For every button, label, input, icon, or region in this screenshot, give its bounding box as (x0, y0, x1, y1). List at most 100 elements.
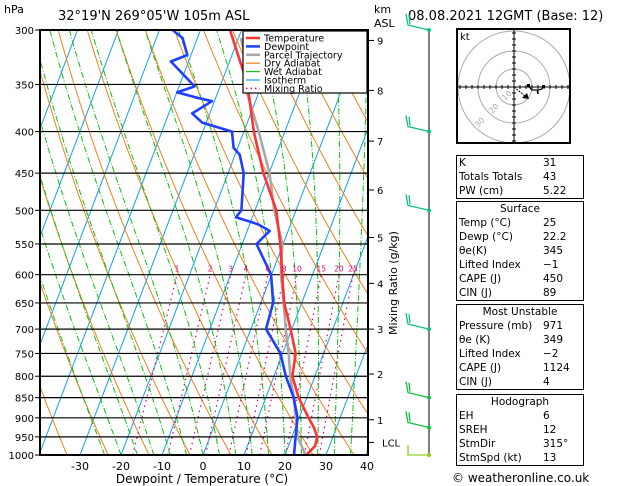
wind-barb-point (427, 327, 431, 332)
lcl-label: LCL (382, 438, 401, 449)
hpa-unit-label: hPa (4, 3, 24, 16)
mixing-ratio-label: 1 (175, 265, 180, 274)
wet-adiabat-line (350, 30, 368, 455)
stat-value: 345 (543, 245, 564, 257)
stat-label: Totals Totals (459, 171, 523, 183)
mixing-ratio-line (188, 274, 232, 455)
pressure-tick-label: 400 (15, 128, 34, 139)
stat-row: StmSpd (kt) 13 (457, 451, 583, 465)
x-tick-label: -30 (71, 460, 89, 473)
stat-label: StmSpd (kt) (459, 452, 522, 464)
legend-label: Dry Adiabat (264, 59, 321, 70)
wind-barb (405, 115, 430, 133)
hodograph-title: Hodograph (490, 396, 550, 408)
stat-label: Lifted Index (459, 348, 521, 360)
hodograph: kt 10 20 30 (456, 28, 571, 144)
stat-label: θe(K) (459, 245, 487, 257)
stat-label: Dewp (°C) (459, 231, 513, 243)
stat-row: SREH 12 (457, 423, 583, 437)
stat-label: StmDir (459, 438, 496, 450)
wet-adiabat-line (333, 30, 341, 455)
stat-label: CIN (J) (459, 376, 492, 388)
mixing-ratio-line (284, 274, 322, 455)
km-tick-label: 4 (377, 279, 383, 290)
x-tick-label: 10 (237, 460, 251, 473)
background-lines (40, 30, 368, 455)
wind-barb-flag (408, 14, 411, 25)
hodograph-unit: kt (460, 32, 470, 43)
x-tick-label: 0 (200, 460, 207, 473)
pressure-tick-label: 500 (15, 206, 34, 217)
isotherm-line (325, 343, 368, 455)
datetime-title: 08.08.2021 12GMT (Base: 12) (408, 9, 603, 24)
legend-label: Wet Adiabat (264, 67, 322, 78)
isotherm-line (40, 30, 201, 454)
stat-row: StmDir 315° (457, 437, 583, 451)
legend-label: Temperature (263, 34, 324, 45)
pressure-tick-label: 900 (15, 414, 34, 425)
wet-adiabat-line (178, 30, 270, 455)
wind-barb-point (427, 129, 431, 134)
mixing-ratio-line (228, 274, 269, 455)
km-unit-label: km (374, 3, 391, 16)
stat-value: 5.22 (543, 185, 567, 197)
stat-row: Dewp (°C) 22.2 (457, 230, 583, 244)
mixing-ratio-line (132, 274, 178, 455)
stat-label: CAPE (J) (459, 362, 502, 374)
footer-credit: © weatheronline.co.uk (452, 471, 589, 485)
hodograph-trace (527, 85, 544, 95)
hodograph-point (542, 85, 545, 88)
km-tick-label: 8 (377, 86, 383, 97)
stat-row: EH 6 (457, 409, 583, 423)
wet-adiabat-line (40, 274, 106, 455)
sounding-traces (169, 30, 319, 455)
stat-value: 13 (543, 452, 557, 464)
isotherm-line (79, 30, 242, 455)
pressure-tick-label: 450 (15, 169, 34, 180)
stat-row: CAPE (J) 450 (457, 272, 583, 286)
wind-barb-point (427, 28, 431, 32)
wet-adiabat-line (297, 30, 319, 455)
pressure-tick-label: 550 (15, 240, 34, 251)
stat-value: 89 (543, 287, 557, 299)
stat-row: CIN (J) 4 (457, 375, 583, 389)
km-tick-label: 1 (377, 416, 383, 427)
stat-label: θe (K) (459, 334, 491, 346)
stat-row: CAPE (J) 1124 (457, 361, 583, 375)
stat-label: PW (cm) (459, 185, 504, 197)
wind-barb-flag (408, 382, 411, 392)
mixing-ratio-line (167, 274, 211, 455)
wind-barb-point (427, 425, 431, 430)
km-tick-label: 5 (377, 233, 383, 244)
surface-table: Surface Temp (°C) 25 Dewp (°C) 22.2 θe(K) 345… (456, 201, 584, 301)
legend-label: Mixing Ratio (264, 84, 323, 95)
isotherm-line (40, 30, 119, 238)
x-tick-label: 40 (360, 460, 374, 473)
mixing-ratio-label: 15 (316, 265, 326, 274)
mixing-ratio-label: 10 (292, 265, 302, 274)
stat-value: −1 (543, 259, 559, 271)
legend-label: Isotherm (264, 76, 306, 87)
stat-row: θe(K) 345 (457, 244, 583, 258)
mixing-ratio-label: 3 (228, 265, 233, 274)
pressure-tick-label: 350 (15, 80, 34, 91)
stat-value: 450 (543, 273, 564, 285)
pressure-tick-label: 1000 (9, 451, 34, 462)
wind-barb-point (427, 453, 431, 457)
x-tick-label: -20 (112, 460, 130, 473)
hodograph-table: Hodograph EH 6 SREH 12 StmDir 315° StmSpd (kt)… (456, 394, 584, 466)
mixing-ratio-axis-label: Mixing Ratio (g/kg) (387, 231, 400, 335)
wind-barb-flag (408, 195, 411, 205)
legend-label: Dewpoint (264, 42, 309, 53)
mixing-ratio-line (303, 274, 340, 455)
wind-barb (405, 411, 430, 429)
x-tick-label: -10 (153, 460, 171, 473)
km-tick-label: 9 (377, 36, 383, 47)
location-title: 32°19'N 269°05'W 105m ASL (58, 9, 250, 24)
pressure-tick-label: 700 (15, 325, 34, 336)
isotherm-line (40, 30, 78, 131)
stat-row: Pressure (mb) 971 (457, 319, 583, 333)
wind-barb (405, 312, 430, 330)
